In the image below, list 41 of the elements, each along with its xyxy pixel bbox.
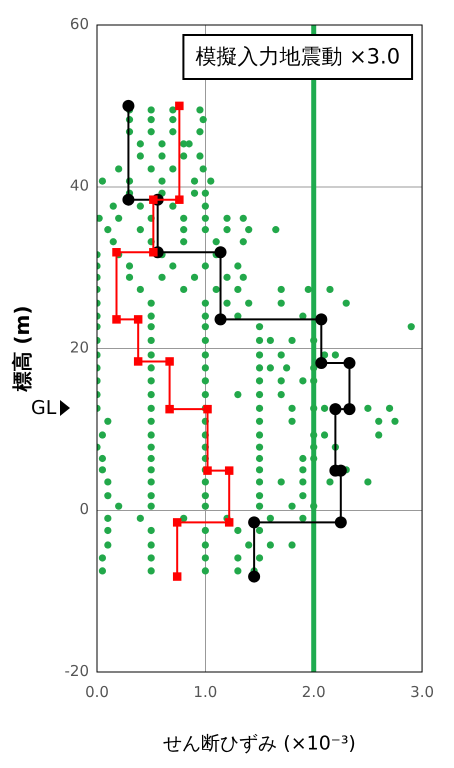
point — [315, 357, 328, 370]
point — [203, 466, 212, 475]
point — [149, 248, 158, 256]
y-tick-label: 0 — [79, 500, 89, 518]
y-tick-label: 40 — [70, 176, 89, 195]
y-tick-label: 20 — [70, 338, 89, 356]
point — [329, 403, 342, 416]
point — [175, 195, 184, 204]
point — [334, 516, 347, 528]
point — [203, 404, 212, 414]
text: 模擬入力地震動 ×3.0 — [195, 44, 400, 68]
x-tick-label: 2.0 — [302, 682, 326, 701]
point — [343, 357, 356, 370]
point — [134, 357, 142, 366]
x-tick-label: 3.0 — [410, 682, 434, 701]
point — [343, 403, 356, 416]
x-tick-label: 1.0 — [193, 682, 218, 701]
point — [112, 248, 121, 256]
point — [149, 195, 158, 204]
y-tick-label: -20 — [64, 662, 89, 680]
point — [112, 315, 121, 324]
point — [315, 313, 328, 326]
point — [248, 570, 260, 583]
point — [214, 246, 227, 258]
point — [248, 516, 260, 528]
x-axis-title: せん断ひずみ (×10⁻³) — [163, 732, 356, 755]
point — [172, 518, 182, 527]
point — [214, 313, 227, 326]
x-tick-label: 0.0 — [85, 682, 109, 701]
point — [165, 357, 174, 366]
point — [172, 572, 182, 581]
point — [165, 404, 174, 414]
point — [122, 100, 134, 112]
point — [175, 102, 184, 110]
y-tick-label: 60 — [70, 14, 89, 33]
y-axis-title: 標高 (m) — [10, 305, 34, 393]
point — [122, 194, 134, 206]
point — [224, 518, 234, 527]
text: GL — [31, 397, 56, 419]
point — [134, 315, 142, 324]
point — [224, 466, 234, 475]
